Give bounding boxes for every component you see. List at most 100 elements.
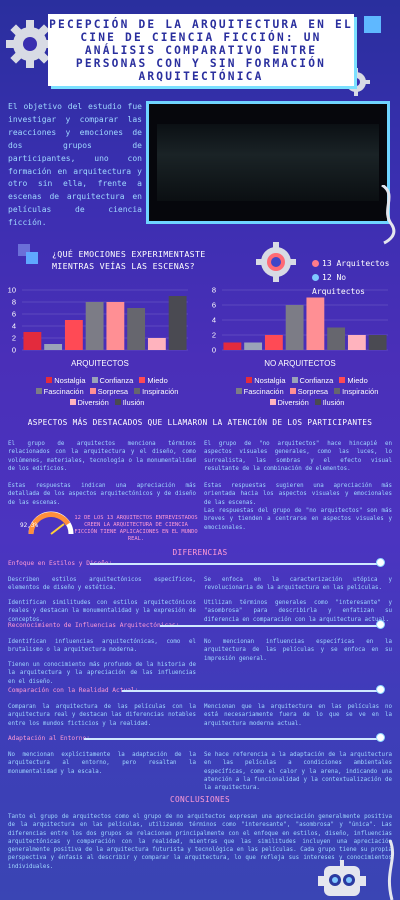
bar-nostalgia: [223, 342, 242, 350]
bar-confianza: [244, 342, 263, 350]
aspects-right-1: El grupo de "no arquitectos" hace hincap…: [204, 441, 392, 472]
legend-item-sorpresa: Sorpresa: [289, 387, 328, 396]
y-tick-label: 2: [12, 334, 16, 343]
legend-item-confianza: Confianza: [91, 376, 134, 385]
legend-item-nostalgia: Nostalgia: [246, 376, 286, 385]
legend-item-inspiracion: Inspiración: [134, 387, 178, 396]
gauge-icon: [28, 511, 74, 535]
legend-label: Nostalgia: [254, 376, 286, 385]
diff-right-3: Mencionan que la arquitectura en las pel…: [204, 704, 392, 727]
legend-swatch: [291, 377, 298, 383]
legend-swatch: [91, 377, 98, 383]
legend-item-ilusion: Ilusión: [314, 398, 345, 407]
legend-label: Inspiración: [342, 387, 379, 396]
diff-left-2: Identifican influencias arquitectónicas,…: [8, 639, 196, 654]
bar-fascinacion: [285, 305, 304, 350]
legend-swatch: [89, 388, 96, 394]
y-tick-label: 8: [212, 286, 216, 295]
question-squares: [18, 244, 42, 268]
legend-item-confianza: Confianza: [291, 376, 334, 385]
legend-swatch: [69, 399, 76, 405]
legend-label: Ilusión: [122, 398, 145, 407]
bar-nostalgia: [23, 332, 42, 350]
diff-knob-1[interactable]: [376, 558, 385, 567]
diff-left-3: Comparan la arquitectura de las película…: [8, 704, 196, 727]
legend-swatch: [314, 399, 321, 405]
gauge-text: 12 DE LOS 13 ARQUITECTOS ENTREVISTADOS C…: [74, 515, 198, 542]
diff-left-4: No mencionan explícitamente la adaptació…: [8, 752, 196, 775]
diff-label-2: Reconocimiento de Influencias Arquitectó…: [8, 622, 180, 629]
chart-legend-arq: Nostalgia Confianza Miedo Fascinación Sorpre…: [22, 376, 192, 407]
conclusions-heading: CONCLUSIONES: [170, 795, 230, 804]
aspects-heading: ASPECTOS MÁS DESTACADOS QUE LLAMARON LA …: [27, 418, 373, 427]
y-tick-label: 4: [12, 322, 16, 331]
legend-swatch: [235, 388, 242, 394]
chart-legend-noarq: Nostalgia Confianza Miedo Fascinación Sorpre…: [222, 376, 392, 407]
legend-label: Miedo: [347, 376, 368, 385]
diff-left-2b: Tienen un conocimiento más profundo de l…: [8, 662, 196, 685]
legend-item-ilusion: Ilusión: [114, 398, 145, 407]
legend-swatch: [339, 377, 346, 383]
bar-sorpresa: [106, 302, 125, 350]
aspects-left-2: Estas respuestas indican una apreciación…: [8, 483, 196, 506]
legend-label: Inspiración: [142, 387, 179, 396]
diff-label-4: Adaptación al Entorno:: [8, 735, 90, 742]
legend-item-fascinacion: Fascinación: [235, 387, 284, 396]
bar-fascinacion: [85, 302, 104, 350]
legend-arch: 13 Arquitectos: [312, 257, 400, 271]
diff-line-2: [160, 625, 380, 627]
legend-item-diversion: Diversión: [269, 398, 309, 407]
gear-icon: [256, 242, 296, 282]
legend-swatch: [246, 377, 253, 383]
legend-swatch: [289, 388, 296, 394]
bar-ilusion: [368, 335, 387, 350]
title-box: PECEPCIÓN DE LA ARQUITECTURA EN EL CINE …: [48, 14, 354, 86]
legend-item-fascinacion: Fascinación: [35, 387, 84, 396]
chart-no-arquitectos: 0 2 4 6 8: [212, 286, 388, 355]
legend-item-diversion: Diversión: [69, 398, 109, 407]
legend-label: Diversión: [77, 398, 109, 407]
y-tick-label: 6: [12, 310, 16, 319]
chart-title-noarq: NO ARQUITECTOS: [264, 359, 336, 368]
y-tick-label: 4: [212, 316, 216, 325]
differences-heading: DIFERENCIAS: [172, 548, 228, 557]
diff-left-1b: Identifican similitudes con estilos arqu…: [8, 600, 196, 623]
legend-item-miedo: Miedo: [139, 376, 168, 385]
legend-label: Confianza: [99, 376, 134, 385]
diff-knob-2[interactable]: [376, 620, 385, 629]
page-title: PECEPCIÓN DE LA ARQUITECTURA EN EL CINE …: [49, 17, 353, 83]
diff-label-3: Comparación con la Realidad Actual:: [8, 687, 139, 694]
participants-legend: 13 Arquitectos 12 No Arquitectos: [312, 257, 400, 299]
legend-label: Sorpresa: [97, 387, 129, 396]
legend-swatch: [46, 377, 53, 383]
y-tick-label: 10: [8, 286, 16, 295]
bar-sorpresa: [306, 297, 325, 350]
diff-right-1b: Utilizan términos generales como "intere…: [204, 600, 392, 623]
diff-right-1: Se enfoca en la caracterización utópica …: [204, 577, 392, 592]
y-tick-label: 8: [12, 298, 16, 307]
legend-item-inspiracion: Inspiración: [334, 387, 378, 396]
diff-line-3: [122, 690, 380, 692]
legend-noarch: 12 No Arquitectos: [312, 273, 365, 296]
decor-square: [364, 16, 381, 33]
legend-swatch: [134, 388, 141, 394]
bar-inspiracion: [327, 327, 346, 350]
chart-arquitectos: 0 2 4 6 8 10: [8, 286, 188, 355]
intro-text: El objetivo del estudio fue investigar y…: [8, 102, 142, 228]
aspects-right-3: Las respuestas del grupo de "no arquitec…: [204, 508, 392, 531]
diff-line-1: [90, 563, 380, 565]
diff-right-2: No mencionan influencias específicas en …: [204, 639, 392, 662]
diff-label-1: Enfoque en Estilos y Diseño:: [8, 560, 113, 567]
diff-knob-3[interactable]: [376, 685, 385, 694]
video-frame[interactable]: [146, 101, 390, 224]
legend-label: Confianza: [299, 376, 334, 385]
y-tick-label: 6: [212, 301, 216, 310]
diff-line-4: [84, 738, 380, 740]
legend-item-sorpresa: Sorpresa: [89, 387, 129, 396]
robot-icon: [318, 860, 366, 896]
legend-label: Ilusión: [322, 398, 345, 407]
conclusions-text: Tanto el grupo de arquitectos como el gr…: [8, 814, 392, 870]
diff-knob-4[interactable]: [376, 733, 385, 742]
diff-right-4: Se hace referencia a la adaptación de la…: [204, 752, 392, 792]
gauge-value: 92,3%: [20, 522, 39, 529]
